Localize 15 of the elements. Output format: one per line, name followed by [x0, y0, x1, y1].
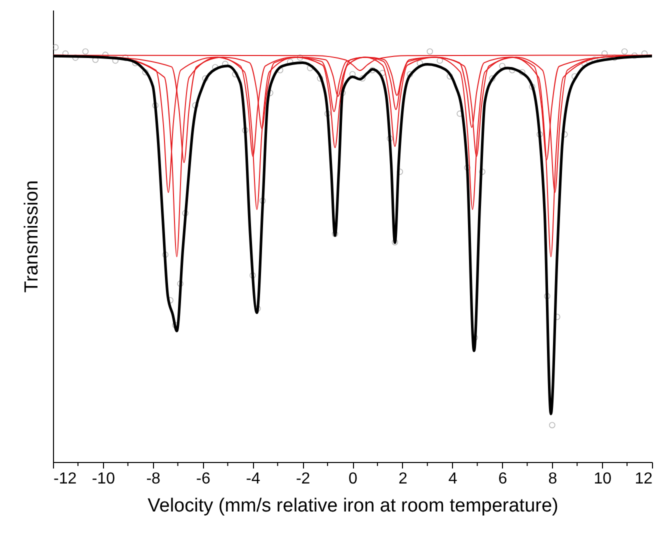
x-tick-label: -12: [54, 470, 77, 488]
x-tick-label: 0: [348, 470, 358, 488]
x-axis-title: Velocity (mm/s relative iron at room temperature): [148, 496, 558, 516]
x-tick-label: 12: [634, 470, 653, 488]
x-tick-label: -10: [92, 470, 116, 488]
x-tick-label: 2: [398, 470, 408, 488]
x-tick-label: -6: [196, 470, 210, 488]
y-axis-title: Transmission: [22, 180, 42, 293]
x-tick-label: -2: [296, 470, 310, 488]
x-tick-label: -4: [246, 470, 260, 488]
x-tick-label: 10: [594, 470, 612, 488]
x-tick-label: 4: [448, 470, 458, 488]
x-tick-label: 8: [548, 470, 558, 488]
x-tick-label: -8: [146, 470, 161, 488]
x-tick-label: 6: [498, 470, 508, 488]
